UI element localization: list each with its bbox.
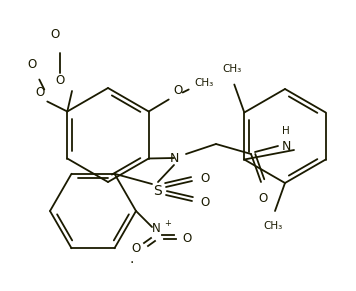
Text: CH₃: CH₃ <box>195 77 214 88</box>
Text: +: + <box>164 219 171 228</box>
Text: O: O <box>182 233 191 246</box>
Text: ·: · <box>130 256 134 270</box>
Text: O: O <box>35 86 44 98</box>
Text: S: S <box>154 184 162 198</box>
Text: CH₃: CH₃ <box>222 65 242 74</box>
Text: O: O <box>27 58 36 72</box>
Text: O: O <box>131 242 141 255</box>
Text: O: O <box>200 196 209 210</box>
Text: O: O <box>258 192 268 205</box>
Text: O: O <box>51 28 59 41</box>
Text: O: O <box>56 74 65 88</box>
Text: N: N <box>281 139 291 152</box>
Text: O: O <box>174 84 183 97</box>
Text: N: N <box>169 152 179 164</box>
Text: H: H <box>282 126 290 136</box>
Text: CH₃: CH₃ <box>263 221 283 231</box>
Text: O: O <box>200 173 209 185</box>
Text: N: N <box>152 223 160 235</box>
